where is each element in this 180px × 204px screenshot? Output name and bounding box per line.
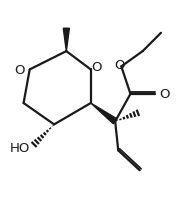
Text: O: O bbox=[114, 59, 125, 72]
Text: O: O bbox=[92, 61, 102, 73]
Polygon shape bbox=[63, 29, 69, 52]
Text: HO: HO bbox=[9, 141, 30, 154]
Text: O: O bbox=[14, 64, 24, 76]
Text: O: O bbox=[159, 88, 170, 101]
Polygon shape bbox=[91, 103, 117, 124]
